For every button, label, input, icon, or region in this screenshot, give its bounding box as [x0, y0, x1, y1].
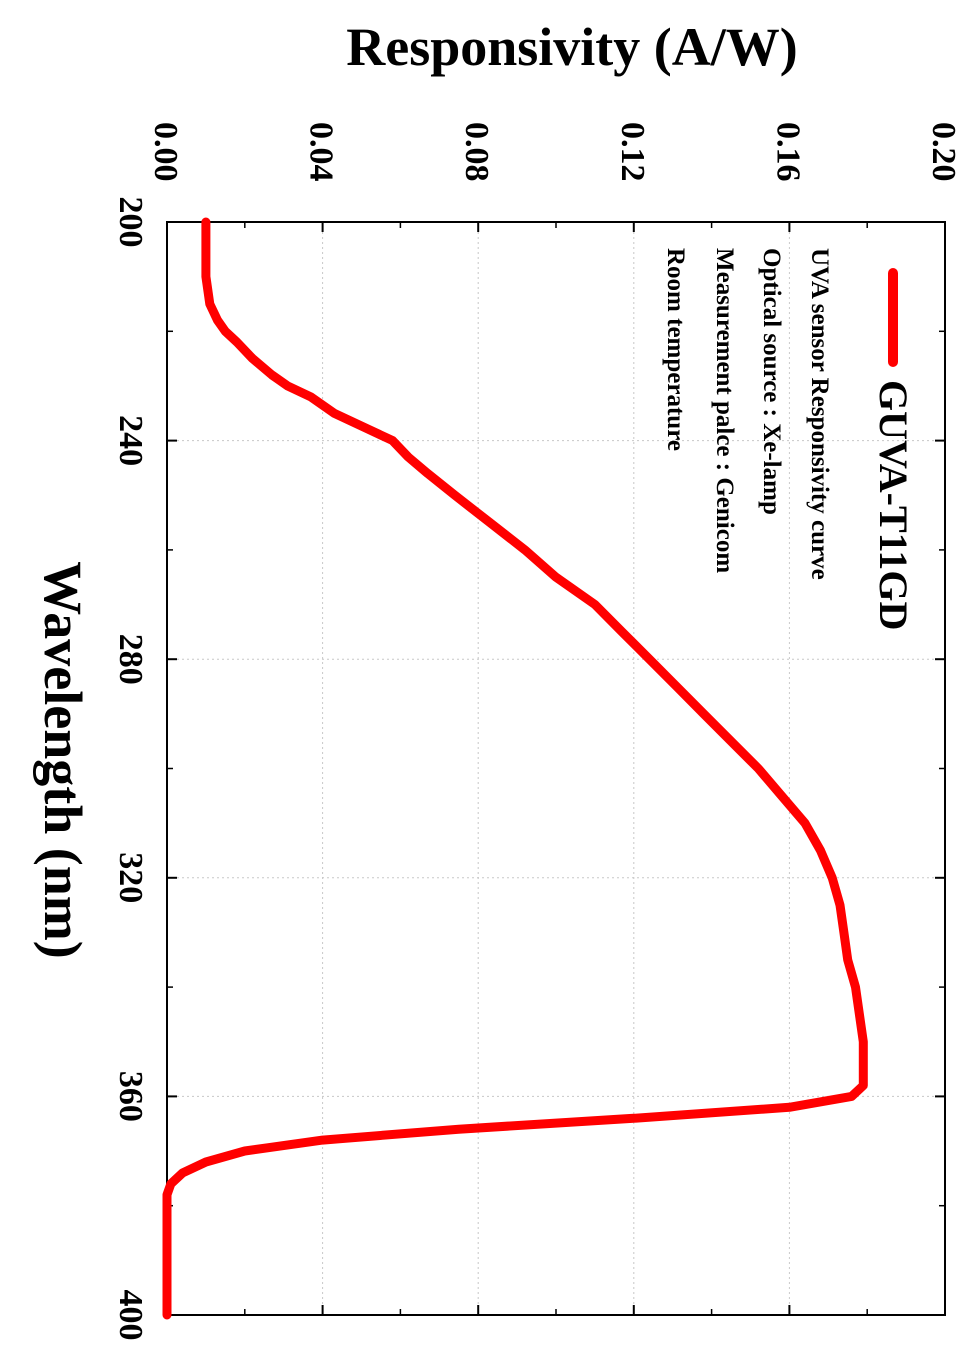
- y-tick-label: 0.20: [925, 122, 962, 182]
- y-tick-label: 0.08: [458, 122, 495, 182]
- y-tick-labels: 0.00 0.04 0.08 0.12 0.16 0.20: [147, 122, 962, 182]
- x-axis-title: Wavelength (nm): [33, 561, 93, 959]
- y-tick-label: 0.12: [614, 122, 651, 182]
- legend-note-2: Optical source : Xe-lamp: [758, 248, 785, 515]
- x-tick-label: 360: [112, 1071, 149, 1122]
- legend-note-4: Room temperature: [662, 248, 689, 451]
- y-axis-title: Responsivity (A/W): [346, 17, 798, 77]
- legend: GUVA-T11GD UVA sensor Responsivity curve…: [662, 248, 916, 630]
- x-tick-label: 200: [112, 197, 149, 248]
- legend-note-1: UVA sensor Responsivity curve: [806, 248, 833, 580]
- x-tick-label: 320: [112, 852, 149, 903]
- x-tick-labels: 200 240 280 320 360 400: [112, 197, 149, 1341]
- legend-series-label: GUVA-T11GD: [871, 380, 916, 630]
- legend-note-3: Measurement palce : Genicom: [711, 248, 738, 573]
- y-tick-label: 0.00: [147, 122, 184, 182]
- series-line: [162, 217, 868, 1320]
- x-tick-label: 280: [112, 634, 149, 685]
- grid-lines: [167, 222, 945, 1315]
- tick-marks: [166, 221, 946, 1316]
- series-layer: [162, 217, 868, 1320]
- y-tick-label: 0.16: [769, 122, 806, 182]
- y-tick-label: 0.04: [303, 122, 340, 182]
- x-tick-label: 400: [112, 1290, 149, 1341]
- x-tick-label: 240: [112, 415, 149, 466]
